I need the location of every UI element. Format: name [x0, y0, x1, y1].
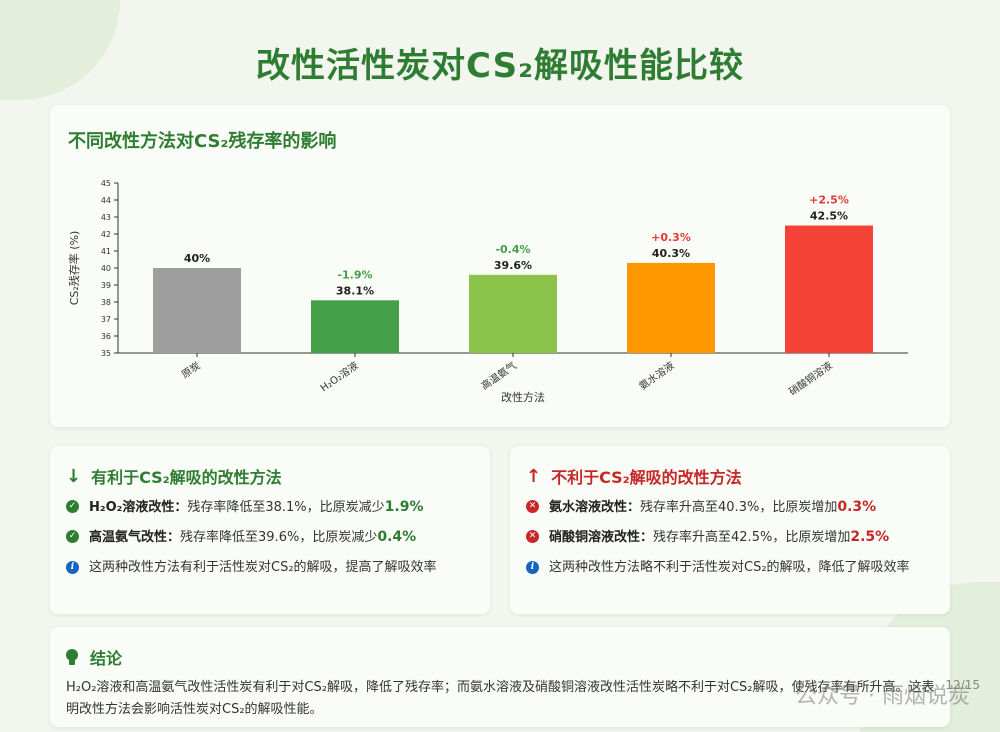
change-label: +2.5% [809, 194, 849, 207]
list-item: ✕ 氨水溶液改性：残存率升高至40.3%，比原炭增加0.3% [526, 496, 936, 519]
x-tick-label: 原炭 [179, 360, 202, 381]
x-tick-label: 高温氨气 [478, 359, 518, 393]
y-tick-label: 42 [101, 230, 111, 239]
y-tick-label: 38 [101, 298, 111, 307]
x-axis-label: 改性方法 [501, 390, 545, 404]
positive-heading-text: 有利于CS₂解吸的改性方法 [91, 468, 282, 487]
bar [785, 225, 873, 353]
conclusion-heading-text: 结论 [90, 649, 123, 668]
change-label: -0.4% [495, 243, 530, 256]
x-tick-label: H₂O₂溶液 [318, 359, 361, 395]
conclusion-heading: 结论 [66, 645, 122, 669]
chart-card: 不同改性方法对CS₂残存率的影响 35 36 37 38 39 40 41 42 43 44 45 C… [50, 105, 950, 427]
info-circle-icon: i [526, 561, 539, 574]
watermark: 公众号 · 雨烟说炭 [795, 684, 970, 709]
lightbulb-icon [66, 649, 78, 665]
list-item: ✓ 高温氨气改性：残存率降低至39.6%，比原炭减少0.4% [66, 526, 476, 549]
data-label: 40% [184, 252, 210, 265]
negative-methods-card: ↑ 不利于CS₂解吸的改性方法 ✕ 氨水溶液改性：残存率升高至40.3%，比原炭… [510, 446, 950, 614]
chart-title: 不同改性方法对CS₂残存率的影响 [68, 131, 337, 152]
info-circle-icon: i [66, 561, 79, 574]
change-label: -1.9% [337, 268, 372, 281]
change-label: +0.3% [651, 231, 691, 244]
bar [311, 300, 399, 353]
y-tick-label: 43 [101, 213, 111, 222]
conclusion-card: 结论 H₂O₂溶液和高温氨气改性活性炭有利于对CS₂解吸，降低了残存率；而氨水溶… [50, 627, 950, 727]
bar-chart: 35 36 37 38 39 40 41 42 43 44 45 CS₂残存率 (%) 改性方法 40% 原… [67, 179, 908, 404]
positive-heading: ↓ 有利于CS₂解吸的改性方法 [66, 464, 282, 488]
bar [469, 274, 557, 353]
x-tick-label: 硝酸铜溶液 [786, 359, 834, 398]
negative-heading: ↑ 不利于CS₂解吸的改性方法 [526, 464, 742, 488]
bar [153, 268, 241, 353]
arrow-down-icon: ↓ [66, 465, 82, 487]
list-item: ✕ 硝酸铜溶液改性：残存率升高至42.5%，比原炭增加2.5% [526, 526, 936, 549]
y-tick-label: 35 [101, 349, 111, 358]
page-number: 12/15 [945, 678, 980, 692]
y-axis-label: CS₂残存率 (%) [67, 231, 81, 306]
bar [627, 262, 715, 353]
page-title: 改性活性炭对CS₂解吸性能比较 [256, 46, 744, 86]
check-circle-icon: ✓ [66, 530, 79, 543]
negative-heading-text: 不利于CS₂解吸的改性方法 [551, 468, 742, 487]
y-tick-label: 44 [101, 196, 111, 205]
data-label: 39.6% [494, 259, 532, 272]
x-circle-icon: ✕ [526, 500, 539, 513]
x-tick-label: 氨水溶液 [636, 359, 676, 393]
y-tick-label: 39 [101, 281, 111, 290]
conclusion-text: H₂O₂溶液和高温氨气改性活性炭有利于对CS₂解吸，降低了残存率；而氨水溶液及硝… [66, 680, 935, 717]
y-tick-label: 37 [101, 315, 111, 324]
y-tick-label: 41 [101, 247, 111, 256]
positive-methods-card: ↓ 有利于CS₂解吸的改性方法 ✓ H₂O₂溶液改性：残存率降低至38.1%，比… [50, 446, 490, 614]
data-label: 38.1% [336, 284, 374, 297]
arrow-up-icon: ↑ [526, 465, 542, 487]
note-item: i 这两种改性方法有利于活性炭对CS₂的解吸，提高了解吸效率 [66, 557, 476, 579]
list-item: ✓ H₂O₂溶液改性：残存率降低至38.1%，比原炭减少1.9% [66, 496, 476, 519]
check-circle-icon: ✓ [66, 500, 79, 513]
note-item: i 这两种改性方法略不利于活性炭对CS₂的解吸，降低了解吸效率 [526, 557, 936, 579]
data-label: 40.3% [652, 247, 690, 260]
x-circle-icon: ✕ [526, 530, 539, 543]
y-tick-label: 40 [101, 264, 111, 273]
y-tick-label: 45 [101, 179, 111, 188]
y-tick-label: 36 [101, 332, 111, 341]
data-label: 42.5% [810, 210, 848, 223]
